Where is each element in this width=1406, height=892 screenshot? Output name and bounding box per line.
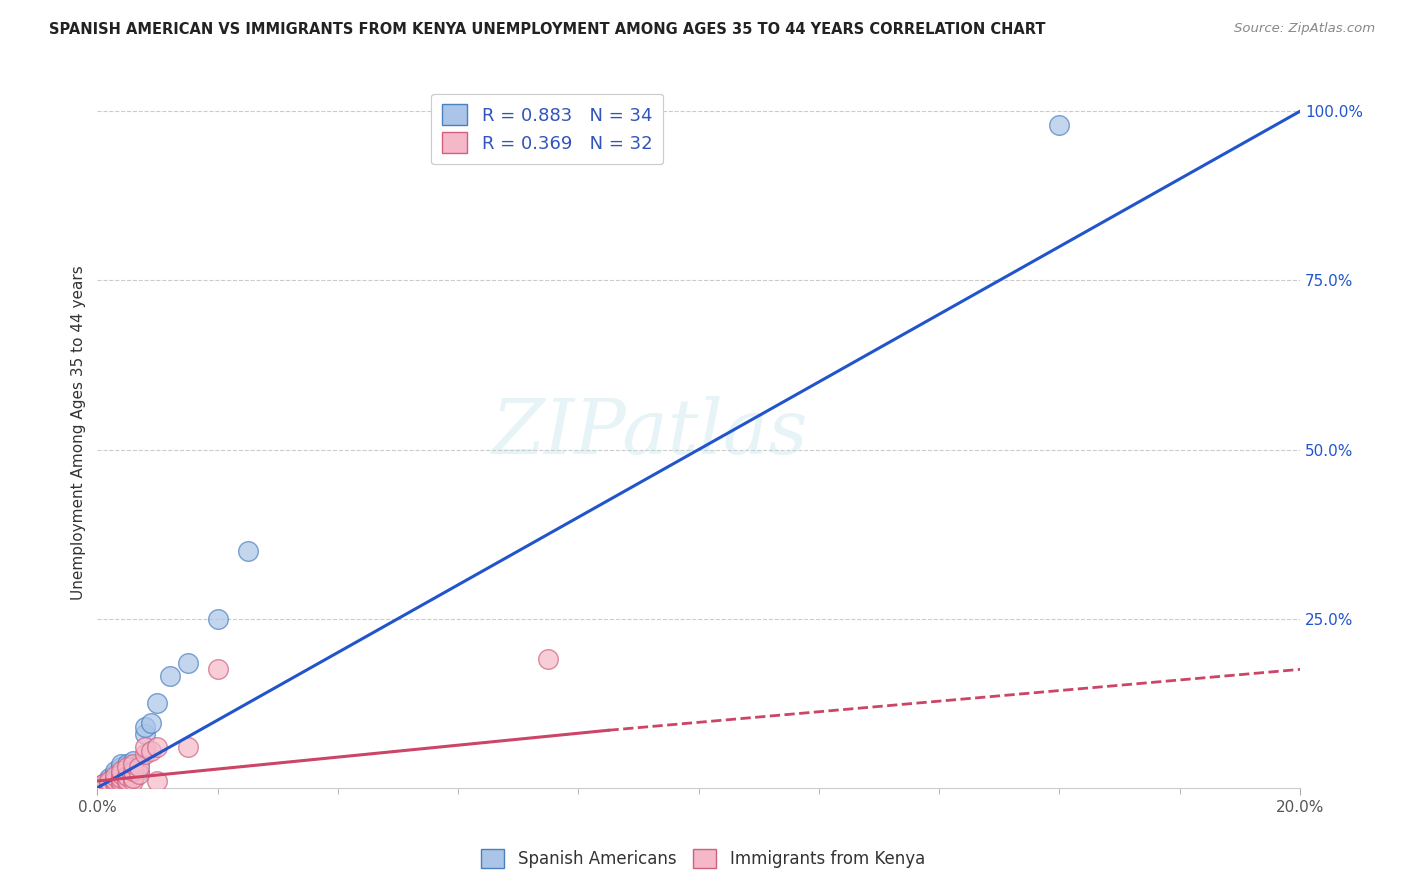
Point — [110, 774, 132, 789]
Point — [128, 757, 150, 772]
Point — [146, 740, 169, 755]
Point — [93, 779, 115, 793]
Text: SPANISH AMERICAN VS IMMIGRANTS FROM KENYA UNEMPLOYMENT AMONG AGES 35 TO 44 YEARS: SPANISH AMERICAN VS IMMIGRANTS FROM KENY… — [49, 22, 1046, 37]
Point — [122, 760, 145, 774]
Point — [128, 764, 150, 778]
Point — [104, 772, 127, 786]
Point — [104, 775, 127, 789]
Point — [104, 767, 127, 781]
Point — [110, 774, 132, 789]
Point — [134, 726, 156, 740]
Point — [146, 696, 169, 710]
Legend: R = 0.883   N = 34, R = 0.369   N = 32: R = 0.883 N = 34, R = 0.369 N = 32 — [432, 94, 664, 164]
Point — [134, 720, 156, 734]
Point — [104, 768, 127, 782]
Point — [117, 768, 139, 782]
Point — [93, 777, 115, 791]
Point — [110, 771, 132, 785]
Point — [159, 669, 181, 683]
Point — [128, 767, 150, 781]
Point — [110, 764, 132, 778]
Text: ZIPatlas: ZIPatlas — [492, 395, 808, 469]
Point — [122, 771, 145, 785]
Point — [93, 777, 115, 791]
Point — [110, 767, 132, 781]
Point — [104, 776, 127, 790]
Point — [98, 772, 121, 787]
Point — [141, 716, 163, 731]
Point — [110, 771, 132, 785]
Text: Source: ZipAtlas.com: Source: ZipAtlas.com — [1234, 22, 1375, 36]
Point — [117, 772, 139, 787]
Point — [110, 777, 132, 791]
Point — [128, 760, 150, 774]
Point — [134, 740, 156, 755]
Point — [176, 740, 198, 755]
Point — [122, 774, 145, 789]
Point — [98, 776, 121, 790]
Point — [104, 774, 127, 789]
Point — [1049, 118, 1071, 132]
Y-axis label: Unemployment Among Ages 35 to 44 years: Unemployment Among Ages 35 to 44 years — [72, 265, 86, 600]
Point — [98, 778, 121, 792]
Point — [207, 662, 229, 676]
Point — [98, 771, 121, 785]
Point — [207, 612, 229, 626]
Point — [98, 774, 121, 789]
Point — [104, 772, 127, 787]
Point — [117, 764, 139, 778]
Point — [117, 768, 139, 782]
Legend: Spanish Americans, Immigrants from Kenya: Spanish Americans, Immigrants from Kenya — [474, 842, 932, 875]
Point — [141, 743, 163, 757]
Point — [98, 775, 121, 789]
Point — [117, 757, 139, 772]
Point — [122, 754, 145, 768]
Point — [104, 777, 127, 791]
Point — [117, 772, 139, 787]
Point — [93, 779, 115, 793]
Point — [537, 652, 560, 666]
Point — [122, 757, 145, 772]
Point — [110, 767, 132, 781]
Point — [117, 760, 139, 774]
Point — [110, 757, 132, 772]
Point — [176, 656, 198, 670]
Point — [134, 747, 156, 761]
Point — [117, 775, 139, 789]
Point — [110, 760, 132, 774]
Point — [104, 764, 127, 778]
Point — [236, 544, 259, 558]
Point — [146, 774, 169, 789]
Point — [122, 767, 145, 781]
Point — [98, 777, 121, 791]
Point — [122, 764, 145, 778]
